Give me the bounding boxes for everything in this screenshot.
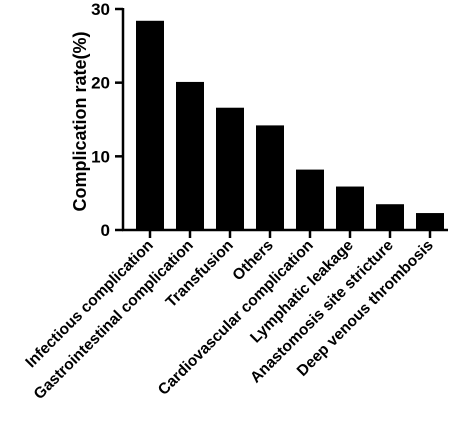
x-axis: Infectious complicationGastrointestinal … (22, 228, 448, 403)
bar-0 (136, 20, 164, 230)
bar-1 (176, 81, 204, 231)
bar-6 (376, 204, 404, 230)
bar-3 (256, 125, 284, 230)
bar-7 (416, 213, 444, 230)
bars (136, 20, 444, 231)
bar-2 (216, 107, 244, 230)
bar-5 (336, 186, 364, 230)
y-tick-label-3: 30 (91, 0, 110, 19)
y-tick-label-2: 20 (91, 74, 110, 93)
y-axis: 0 10 20 30 (91, 0, 125, 240)
y-ticks: 0 10 20 30 (91, 0, 123, 240)
y-tick-label-0: 0 (101, 221, 110, 240)
x-ticks: Infectious complicationGastrointestinal … (22, 230, 437, 403)
bar-4 (296, 169, 324, 230)
y-axis-title: Complication rate(%) (70, 31, 90, 211)
y-tick-label-1: 10 (91, 147, 110, 166)
